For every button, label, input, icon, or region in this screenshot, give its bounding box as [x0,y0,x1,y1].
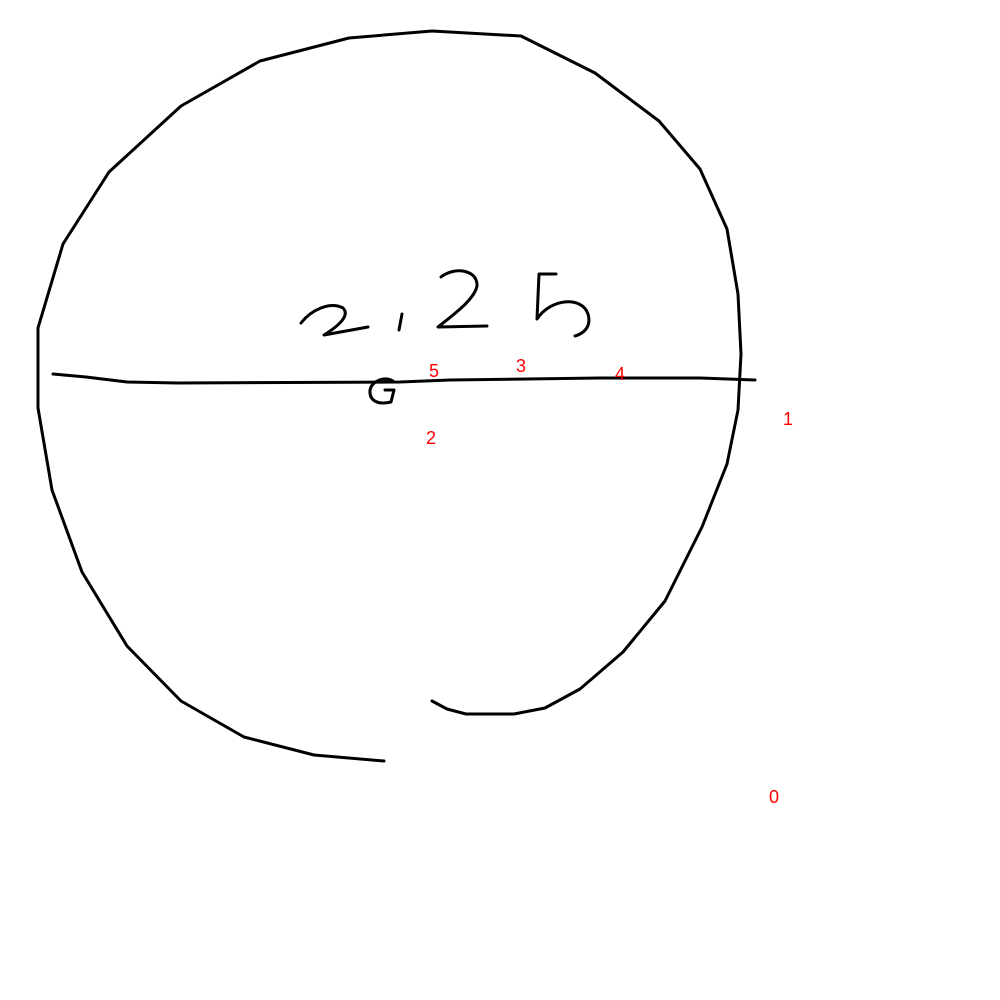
marker-4: 4 [615,364,625,384]
decimal-point [399,314,402,330]
marker-5: 5 [429,361,439,381]
marker-0: 0 [769,787,779,807]
diameter-line [53,374,755,383]
digit-5 [537,274,589,336]
digit-2-second [438,271,487,327]
digit-2-first [301,306,368,335]
value-label-2.25 [301,271,589,336]
marker-2: 2 [426,428,436,448]
circle-arc-main [38,31,741,761]
marker-1: 1 [783,409,793,429]
marker-3: 3 [516,356,526,376]
